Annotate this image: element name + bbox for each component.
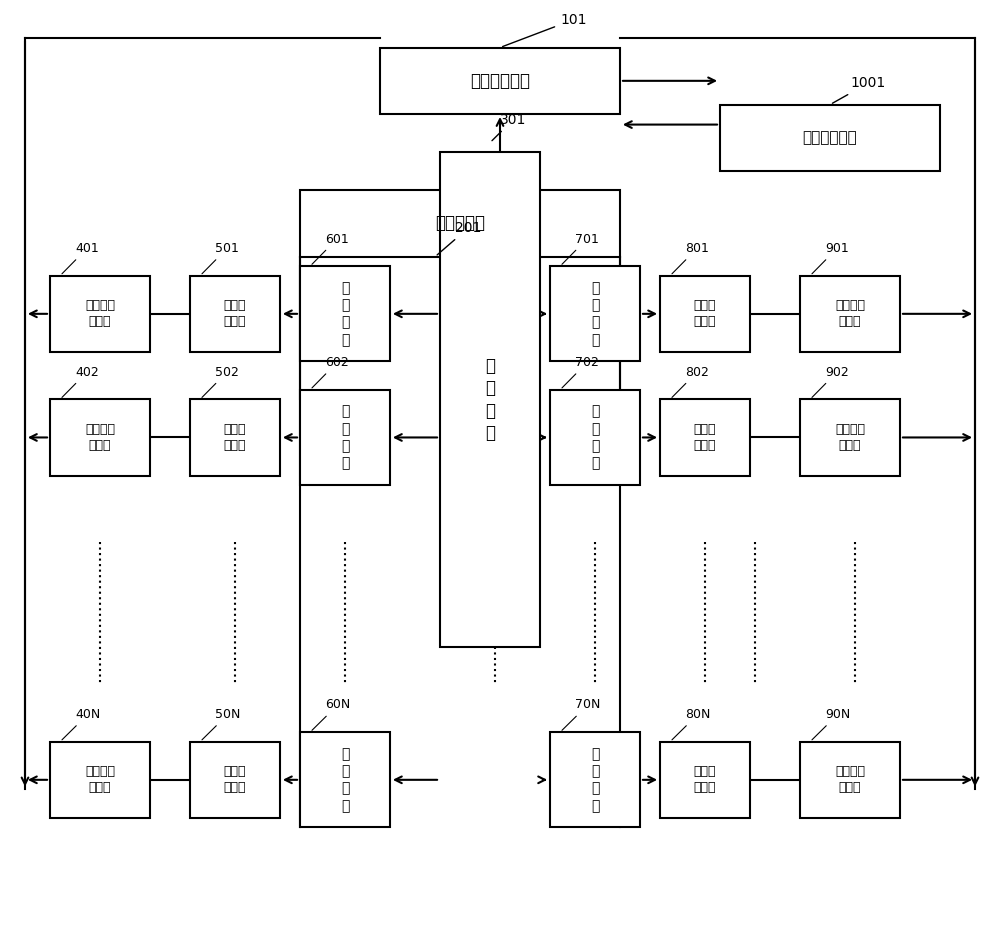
Text: 第二动力
电池组: 第二动力 电池组	[835, 423, 865, 452]
Text: 601: 601	[312, 232, 349, 264]
Text: 60N: 60N	[312, 698, 350, 730]
Text: 80N: 80N	[672, 708, 710, 740]
Text: 902: 902	[812, 365, 849, 398]
FancyBboxPatch shape	[720, 105, 940, 171]
FancyBboxPatch shape	[50, 276, 150, 352]
FancyBboxPatch shape	[550, 390, 640, 485]
Text: 602: 602	[312, 356, 349, 388]
FancyBboxPatch shape	[800, 742, 900, 818]
FancyBboxPatch shape	[300, 190, 620, 257]
Text: 802: 802	[672, 365, 709, 398]
Text: 501: 501	[202, 242, 239, 274]
Text: 第二动力
电池组: 第二动力 电池组	[835, 766, 865, 794]
Text: 401: 401	[62, 242, 99, 274]
Text: 第一动力
电池组: 第一动力 电池组	[85, 423, 115, 452]
FancyBboxPatch shape	[550, 266, 640, 361]
FancyBboxPatch shape	[300, 732, 390, 827]
Text: 90N: 90N	[812, 708, 850, 740]
FancyBboxPatch shape	[800, 399, 900, 476]
Text: 101: 101	[503, 12, 586, 47]
FancyBboxPatch shape	[550, 732, 640, 827]
Text: 第一均
衡接口: 第一均 衡接口	[224, 766, 246, 794]
FancyBboxPatch shape	[800, 276, 900, 352]
FancyBboxPatch shape	[300, 390, 390, 485]
Text: 监控显示单元: 监控显示单元	[803, 130, 857, 146]
FancyBboxPatch shape	[190, 276, 280, 352]
Text: 第
二
开
关: 第 二 开 关	[591, 281, 599, 347]
FancyBboxPatch shape	[440, 152, 540, 647]
Text: 40N: 40N	[62, 708, 100, 740]
FancyBboxPatch shape	[660, 276, 750, 352]
Text: 第
一
开
关: 第 一 开 关	[341, 281, 349, 347]
FancyBboxPatch shape	[50, 742, 150, 818]
Text: 901: 901	[812, 242, 849, 274]
Text: 第二均
衡接口: 第二均 衡接口	[694, 423, 716, 452]
Text: 第二均
衡接口: 第二均 衡接口	[694, 300, 716, 328]
FancyBboxPatch shape	[380, 48, 620, 114]
Text: 201: 201	[437, 221, 481, 255]
Text: 50N: 50N	[202, 708, 240, 740]
Text: 1001: 1001	[832, 76, 885, 104]
Text: 第一均
衡接口: 第一均 衡接口	[224, 300, 246, 328]
FancyBboxPatch shape	[190, 742, 280, 818]
Text: 第
二
开
关: 第 二 开 关	[341, 404, 349, 471]
Text: 402: 402	[62, 365, 99, 398]
Text: 702: 702	[562, 356, 599, 388]
Text: 均
衡
模
块: 均 衡 模 块	[485, 358, 495, 441]
FancyBboxPatch shape	[190, 399, 280, 476]
FancyBboxPatch shape	[50, 399, 150, 476]
Text: 第一动力
电池组: 第一动力 电池组	[85, 300, 115, 328]
Text: 第一均
衡接口: 第一均 衡接口	[224, 423, 246, 452]
Text: 701: 701	[562, 232, 599, 264]
FancyBboxPatch shape	[660, 742, 750, 818]
Text: 801: 801	[672, 242, 709, 274]
Text: 301: 301	[492, 112, 526, 141]
Text: 第二均
衡接口: 第二均 衡接口	[694, 766, 716, 794]
Text: 电池管理系统: 电池管理系统	[470, 72, 530, 89]
Text: 中央控制器: 中央控制器	[435, 215, 485, 232]
Text: 第
二
开
关: 第 二 开 关	[591, 747, 599, 813]
Text: 70N: 70N	[562, 698, 600, 730]
Text: 第
二
开
关: 第 二 开 关	[591, 404, 599, 471]
FancyBboxPatch shape	[300, 266, 390, 361]
Text: 第二动力
电池组: 第二动力 电池组	[835, 300, 865, 328]
Text: 第
一
开
关: 第 一 开 关	[341, 747, 349, 813]
Text: 第一动力
电池组: 第一动力 电池组	[85, 766, 115, 794]
Text: 502: 502	[202, 365, 239, 398]
FancyBboxPatch shape	[660, 399, 750, 476]
